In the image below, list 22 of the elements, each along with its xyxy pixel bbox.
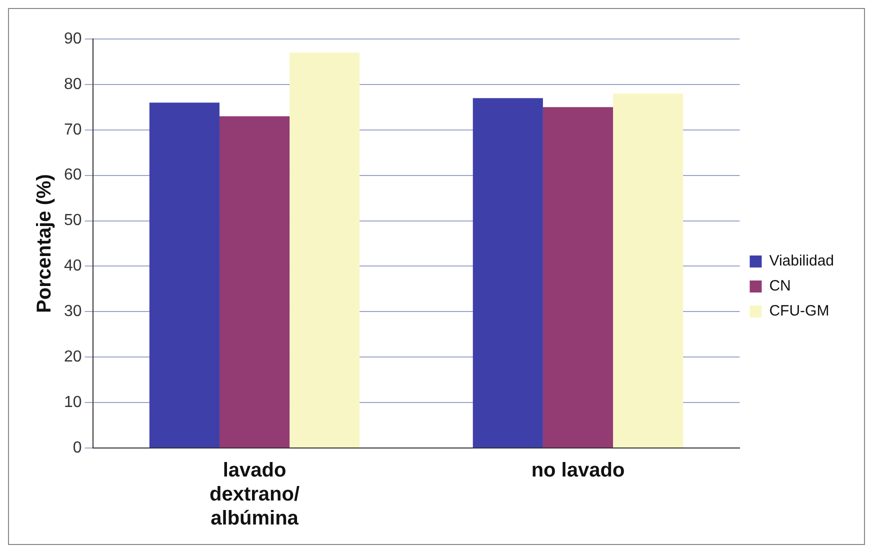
y-axis-title: Porcentaje (%) xyxy=(34,174,56,313)
bar xyxy=(219,116,290,448)
bar xyxy=(542,107,614,448)
x-tick-label: no lavado xyxy=(531,460,625,482)
legend-label: Viabilidad xyxy=(769,252,834,270)
bar xyxy=(613,94,684,448)
legend-label: CFU-GM xyxy=(769,302,830,320)
bar xyxy=(290,52,360,448)
y-tick-label: 80 xyxy=(64,76,82,93)
y-tick-label: 30 xyxy=(64,303,82,320)
y-tick-label: 40 xyxy=(64,258,82,275)
y-tick-label: 10 xyxy=(64,394,82,411)
bar xyxy=(472,98,543,448)
y-tick-label: 20 xyxy=(64,348,82,366)
y-tick-label: 0 xyxy=(72,439,82,456)
legend-label: CN xyxy=(769,278,791,295)
x-tick-label: lavado dextrano/ albúmina xyxy=(210,460,300,530)
y-tick-label: 60 xyxy=(64,166,82,184)
y-tick-label: 50 xyxy=(64,212,82,230)
y-tick-label: 90 xyxy=(64,30,82,48)
bar xyxy=(149,102,220,448)
y-tick-label: 70 xyxy=(64,121,82,138)
